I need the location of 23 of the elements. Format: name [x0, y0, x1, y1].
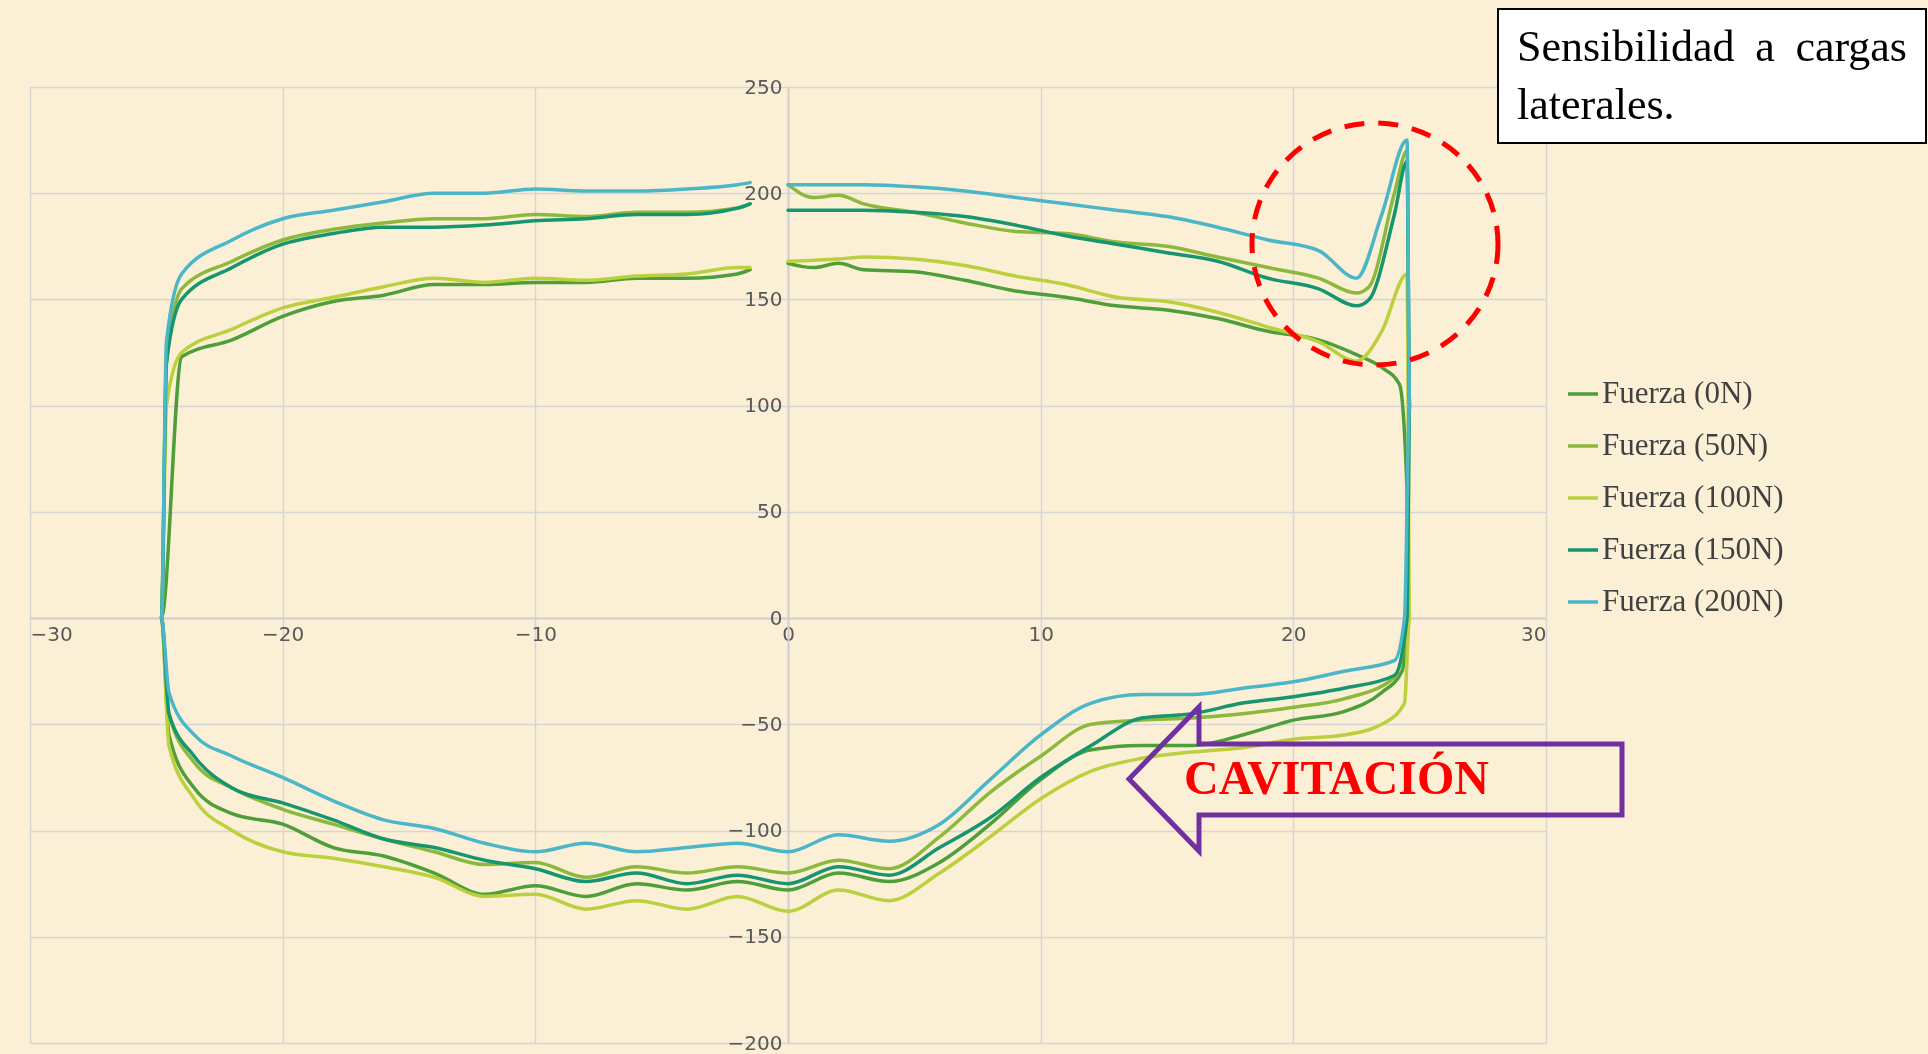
annotation: CAVITACIÓN — [1184, 750, 1489, 805]
y-tick-label: −200 — [727, 1030, 783, 1054]
y-tick-label: 200 — [744, 180, 783, 205]
y-tick-label: −50 — [740, 711, 783, 736]
y-tick-label: −150 — [727, 924, 783, 949]
legend-label: Fuerza (0N) — [1602, 375, 1753, 410]
y-tick-label: 100 — [744, 393, 783, 418]
x-tick-label: −30 — [30, 621, 73, 646]
x-tick-label: 20 — [1281, 621, 1307, 646]
x-tick-label: −10 — [514, 621, 557, 646]
y-tick-label: 150 — [744, 286, 783, 311]
y-tick-label: 0 — [769, 605, 783, 630]
legend-label: Fuerza (100N) — [1602, 479, 1784, 514]
annotation: Sensibilidad a cargas laterales. — [1497, 8, 1927, 144]
y-tick-label: −100 — [727, 818, 783, 843]
legend-label: Fuerza (150N) — [1602, 531, 1784, 566]
legend-label: Fuerza (200N) — [1602, 583, 1784, 618]
x-tick-label: 30 — [1521, 621, 1547, 646]
y-tick-label: 50 — [757, 499, 783, 524]
legend-label: Fuerza (50N) — [1602, 427, 1769, 462]
y-tick-label: 250 — [744, 74, 783, 99]
x-tick-label: −20 — [262, 621, 305, 646]
x-tick-label: 10 — [1028, 621, 1054, 646]
